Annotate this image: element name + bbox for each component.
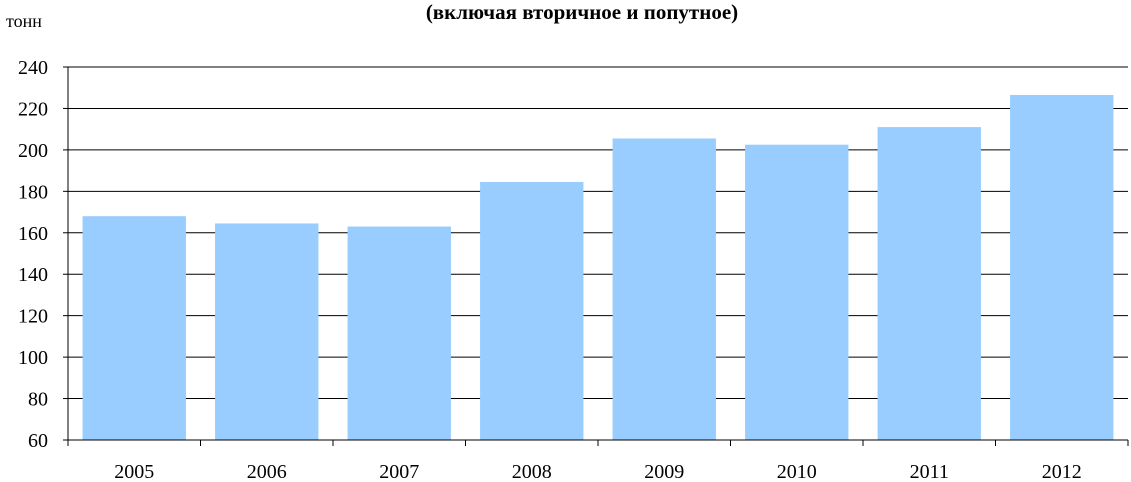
bar bbox=[347, 226, 451, 440]
x-tick-label: 2012 bbox=[1042, 461, 1082, 482]
chart-title: (включая вторичное и попутное) bbox=[426, 0, 738, 24]
y-tick-label: 200 bbox=[18, 140, 48, 162]
x-tick-label: 2011 bbox=[910, 461, 949, 482]
y-tick-label: 60 bbox=[28, 430, 48, 452]
y-tick-label: 240 bbox=[18, 57, 48, 79]
bar bbox=[1010, 94, 1114, 440]
x-tick-label: 2010 bbox=[777, 461, 817, 482]
y-tick-label: 220 bbox=[18, 98, 48, 120]
y-tick-label: 100 bbox=[18, 347, 48, 369]
y-axis-label: тонн bbox=[6, 11, 42, 31]
bar bbox=[877, 127, 981, 440]
bar bbox=[612, 138, 716, 440]
x-tick-label: 2009 bbox=[644, 461, 684, 482]
y-tick-label: 140 bbox=[18, 264, 48, 286]
y-tick-label: 160 bbox=[18, 223, 48, 245]
y-tick-label: 180 bbox=[18, 181, 48, 203]
bar bbox=[480, 182, 584, 440]
bar bbox=[215, 223, 319, 440]
x-tick-label: 2006 bbox=[247, 461, 287, 482]
x-tick-label: 2008 bbox=[512, 461, 552, 482]
y-tick-label: 80 bbox=[28, 389, 48, 411]
bar bbox=[82, 216, 186, 440]
x-tick-label: 2007 bbox=[379, 461, 419, 482]
y-tick-label: 120 bbox=[18, 306, 48, 328]
x-tick-label: 2005 bbox=[114, 461, 154, 482]
bar bbox=[745, 144, 849, 441]
